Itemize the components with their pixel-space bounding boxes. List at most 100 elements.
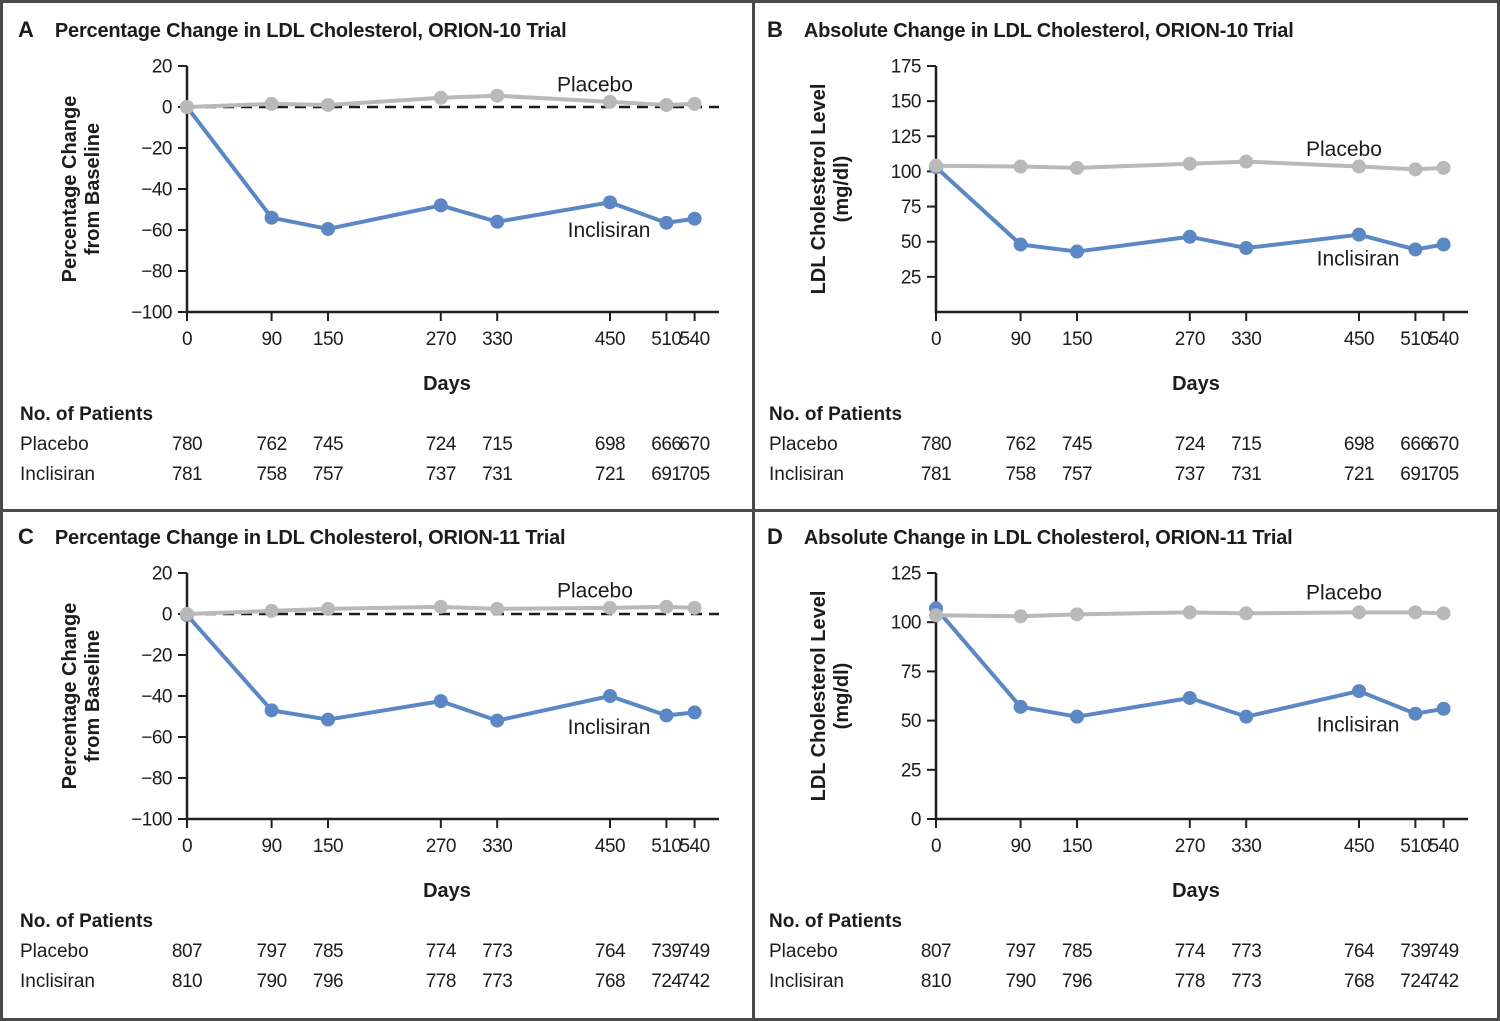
patients-count-placebo-day-330: 715 <box>1231 434 1262 455</box>
patients-row-placebo: Placebo 780 762 745 724 715 698 666 670 <box>755 434 1497 460</box>
x-tick-label: 330 <box>1231 329 1261 350</box>
y-tick-label: 0 <box>911 810 921 831</box>
x-axis-title: Days <box>1172 373 1220 395</box>
placebo-marker-day-330 <box>1239 606 1254 621</box>
patients-count-inclisiran-day-510: 724 <box>1400 971 1431 992</box>
patients-count-placebo-day-510: 739 <box>651 941 682 962</box>
y-axis-title: Percentage Change from Baseline <box>59 602 104 790</box>
patients-count-placebo-day-0: 807 <box>171 941 203 962</box>
placebo-marker-day-450 <box>603 94 617 109</box>
placebo-marker-day-540 <box>687 600 702 615</box>
x-tick-label: 330 <box>482 329 512 350</box>
inclisiran-line <box>934 606 1446 719</box>
patients-count-placebo-day-90: 797 <box>1005 941 1036 962</box>
patients-count-placebo-day-270: 774 <box>1174 941 1206 962</box>
placebo-marker-day-510 <box>659 599 674 614</box>
panel-letter: A <box>18 17 34 42</box>
patients-count-inclisiran-day-150: 757 <box>312 464 344 485</box>
patients-count-inclisiran-day-270: 778 <box>425 971 457 992</box>
patients-count-inclisiran-day-0: 781 <box>171 464 203 485</box>
inclisiran-series-label: Inclisiran <box>1317 714 1400 737</box>
patients-heading: No. of Patients <box>20 404 154 425</box>
inclisiran-marker-day-540 <box>1436 237 1451 252</box>
x-tick-label: 450 <box>595 836 625 857</box>
y-tick-label: 25 <box>901 267 921 288</box>
patients-row-label: Placebo <box>20 941 89 962</box>
patients-count-placebo-day-510: 739 <box>1400 941 1431 962</box>
patients-count-placebo-day-270: 774 <box>425 941 457 962</box>
placebo-marker-day-510 <box>659 97 674 112</box>
placebo-line <box>185 604 697 616</box>
patients-count-placebo-day-450: 698 <box>1343 434 1375 455</box>
patients-count-placebo-day-450: 764 <box>1343 941 1375 962</box>
inclisiran-marker-day-90 <box>1013 237 1028 252</box>
inclisiran-marker-day-450 <box>1352 227 1366 242</box>
panel-b-header: B Absolute Change in LDL Cholesterol, ORI… <box>767 17 1294 43</box>
y-tick-label: 50 <box>901 711 921 732</box>
x-tick-label: 330 <box>1231 836 1261 857</box>
patients-count-placebo-day-270: 724 <box>425 434 457 455</box>
y-tick-label: −60 <box>141 221 172 242</box>
placebo-marker-day-0 <box>929 608 943 623</box>
patients-count-inclisiran-day-540: 705 <box>679 464 710 485</box>
placebo-marker-day-150 <box>1070 160 1084 175</box>
inclisiran-marker-day-510 <box>1408 706 1423 721</box>
y-axis-title: LDL Cholesterol Level (mg/dl) <box>808 590 853 802</box>
placebo-marker-day-330 <box>490 601 505 616</box>
inclisiran-marker-day-540 <box>687 211 702 226</box>
y-tick-label: −100 <box>131 303 172 324</box>
panel-c-chart: 20 0 −20 −40 −60 −80 −100 0 90 150 270 330 450 510540… <box>131 564 719 902</box>
patients-count-placebo-day-450: 698 <box>594 434 626 455</box>
y-axis-title: LDL Cholesterol Level (mg/dl) <box>808 83 853 295</box>
patients-heading: No. of Patients <box>769 404 903 425</box>
inclisiran-marker-day-450 <box>603 689 617 703</box>
y-tick-label: 150 <box>891 92 921 113</box>
x-axis-title: Days <box>423 880 471 902</box>
patients-count-placebo-day-540: 670 <box>1428 434 1459 455</box>
inclisiran-marker-day-150 <box>1070 709 1084 724</box>
inclisiran-marker-day-150 <box>321 221 335 236</box>
patients-count-placebo-day-540: 749 <box>1428 941 1459 962</box>
panel-title: Percentage Change in LDL Cholesterol, OR… <box>54 20 567 42</box>
patients-row-label: Inclisiran <box>20 464 95 485</box>
panel-d-absolute-change-orion-11: 125 100 75 50 25 0 0 90 150 270 330 450 510 540 Days Pl… <box>755 513 1497 1018</box>
inclisiran-line <box>185 613 697 723</box>
panel-letter: D <box>767 524 783 549</box>
panel-c-header: C Percentage Change in LDL Cholesterol, O… <box>18 524 566 550</box>
y-tick-label: −100 <box>131 810 172 831</box>
patients-count-inclisiran-day-450: 768 <box>1343 971 1375 992</box>
patients-count-placebo-day-150: 785 <box>312 941 344 962</box>
inclisiran-marker-day-330 <box>1239 241 1254 256</box>
inclisiran-marker-day-150 <box>321 712 335 727</box>
y-tick-label: 75 <box>901 662 921 683</box>
x-tick-label: 150 <box>1062 836 1092 857</box>
placebo-marker-day-90 <box>1013 159 1028 174</box>
placebo-marker-day-270 <box>433 599 448 614</box>
placebo-marker-day-450 <box>1352 159 1366 174</box>
x-tick-label: 0 <box>931 329 941 350</box>
placebo-marker-day-270 <box>433 90 448 105</box>
inclisiran-marker-day-330 <box>490 713 505 728</box>
inclisiran-marker-day-270 <box>433 198 448 213</box>
patients-row-inclisiran: Inclisiran 810 790 796 778 773 768 724 742 <box>6 971 751 997</box>
patients-count-placebo-day-450: 764 <box>594 941 626 962</box>
patients-count-placebo-day-270: 724 <box>1174 434 1206 455</box>
x-tick-label: 450 <box>1344 836 1374 857</box>
patients-count-inclisiran-day-330: 731 <box>1231 464 1262 485</box>
inclisiran-line <box>185 105 697 231</box>
x-tick-label: 510 <box>1400 836 1430 857</box>
x-tick-label: 450 <box>595 329 625 350</box>
patients-count-inclisiran-day-510: 724 <box>651 971 682 992</box>
x-axis-title: Days <box>423 373 471 395</box>
x-tick-label: 0 <box>182 329 192 350</box>
patients-count-inclisiran-day-90: 758 <box>256 464 287 485</box>
patients-count-placebo-day-150: 785 <box>1061 941 1093 962</box>
patients-count-placebo-day-90: 797 <box>256 941 287 962</box>
inclisiran-marker-day-90 <box>1013 699 1028 714</box>
placebo-series-label: Placebo <box>557 579 633 602</box>
y-tick-label: −40 <box>141 180 172 201</box>
y-tick-label: 125 <box>891 564 921 585</box>
patients-count-inclisiran-day-450: 768 <box>594 971 626 992</box>
